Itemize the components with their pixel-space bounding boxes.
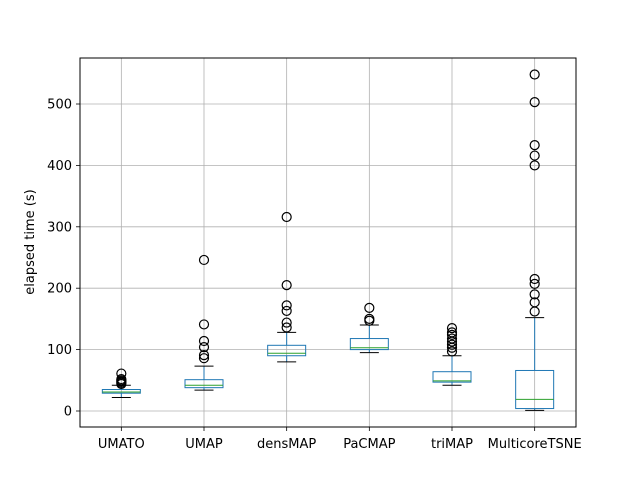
outlier-point xyxy=(446,323,458,334)
outlier-point xyxy=(198,350,210,361)
outlier-point xyxy=(529,273,540,285)
outlier-point xyxy=(529,289,540,300)
outlier-point xyxy=(446,339,458,350)
outlier-point xyxy=(281,317,292,328)
y-tick-label: 0 xyxy=(64,405,72,420)
tick-layer: 0 100 200 300 400 500 UMATO UMAP densMAP PaCMAP tr… xyxy=(47,98,582,453)
outlier-point xyxy=(116,368,127,379)
outlier-point xyxy=(198,342,210,353)
box-iqr xyxy=(349,338,389,351)
outlier-point xyxy=(281,280,292,291)
box-layer xyxy=(101,69,555,411)
x-tick-label: triMAP xyxy=(431,437,473,452)
y-axis-label: elapsed time (s) xyxy=(23,189,38,294)
box-group xyxy=(349,302,389,354)
outlier-point xyxy=(446,329,458,340)
y-tick-label: 500 xyxy=(47,98,72,113)
outlier-point xyxy=(529,140,540,151)
outlier-point xyxy=(529,297,540,308)
x-tick-label: PaCMAP xyxy=(343,437,395,452)
outlier-point xyxy=(446,327,458,338)
box-iqr xyxy=(101,389,141,394)
outlier-point xyxy=(529,160,540,171)
x-tick-label: densMAP xyxy=(257,437,316,452)
box-iqr xyxy=(515,369,555,410)
outlier-point xyxy=(198,254,210,266)
y-tick-label: 300 xyxy=(47,220,72,235)
outlier-point xyxy=(198,353,210,364)
outlier-point xyxy=(281,211,292,223)
y-tick-label: 100 xyxy=(47,343,72,358)
outlier-point xyxy=(446,333,458,344)
box-group xyxy=(515,69,555,411)
outlier-point xyxy=(364,302,375,313)
outlier-point xyxy=(529,278,540,290)
outlier-point xyxy=(281,322,292,333)
outlier-point xyxy=(529,150,540,161)
box-group xyxy=(432,323,472,386)
outlier-point xyxy=(529,69,540,80)
box-group xyxy=(267,211,307,363)
y-tick-label: 200 xyxy=(47,282,72,297)
x-tick-label: UMAP xyxy=(185,437,223,452)
x-tick-label: MulticoreTSNE xyxy=(488,437,582,452)
box-iqr xyxy=(267,344,307,357)
outlier-point xyxy=(529,97,540,108)
x-tick-label: UMATO xyxy=(98,437,145,452)
y-tick-label: 400 xyxy=(47,159,72,174)
plot-frame xyxy=(79,57,577,428)
grid-layer xyxy=(80,58,576,427)
box-iqr xyxy=(432,371,472,383)
outlier-point xyxy=(281,300,292,311)
box-group xyxy=(184,254,224,391)
box-iqr xyxy=(184,379,224,389)
outlier-point xyxy=(116,373,127,385)
outlier-point xyxy=(446,346,458,357)
outlier-point xyxy=(281,305,292,317)
outlier-point xyxy=(364,313,375,324)
outlier-point xyxy=(198,319,210,330)
outlier-point xyxy=(198,335,210,347)
box-group xyxy=(101,368,141,398)
